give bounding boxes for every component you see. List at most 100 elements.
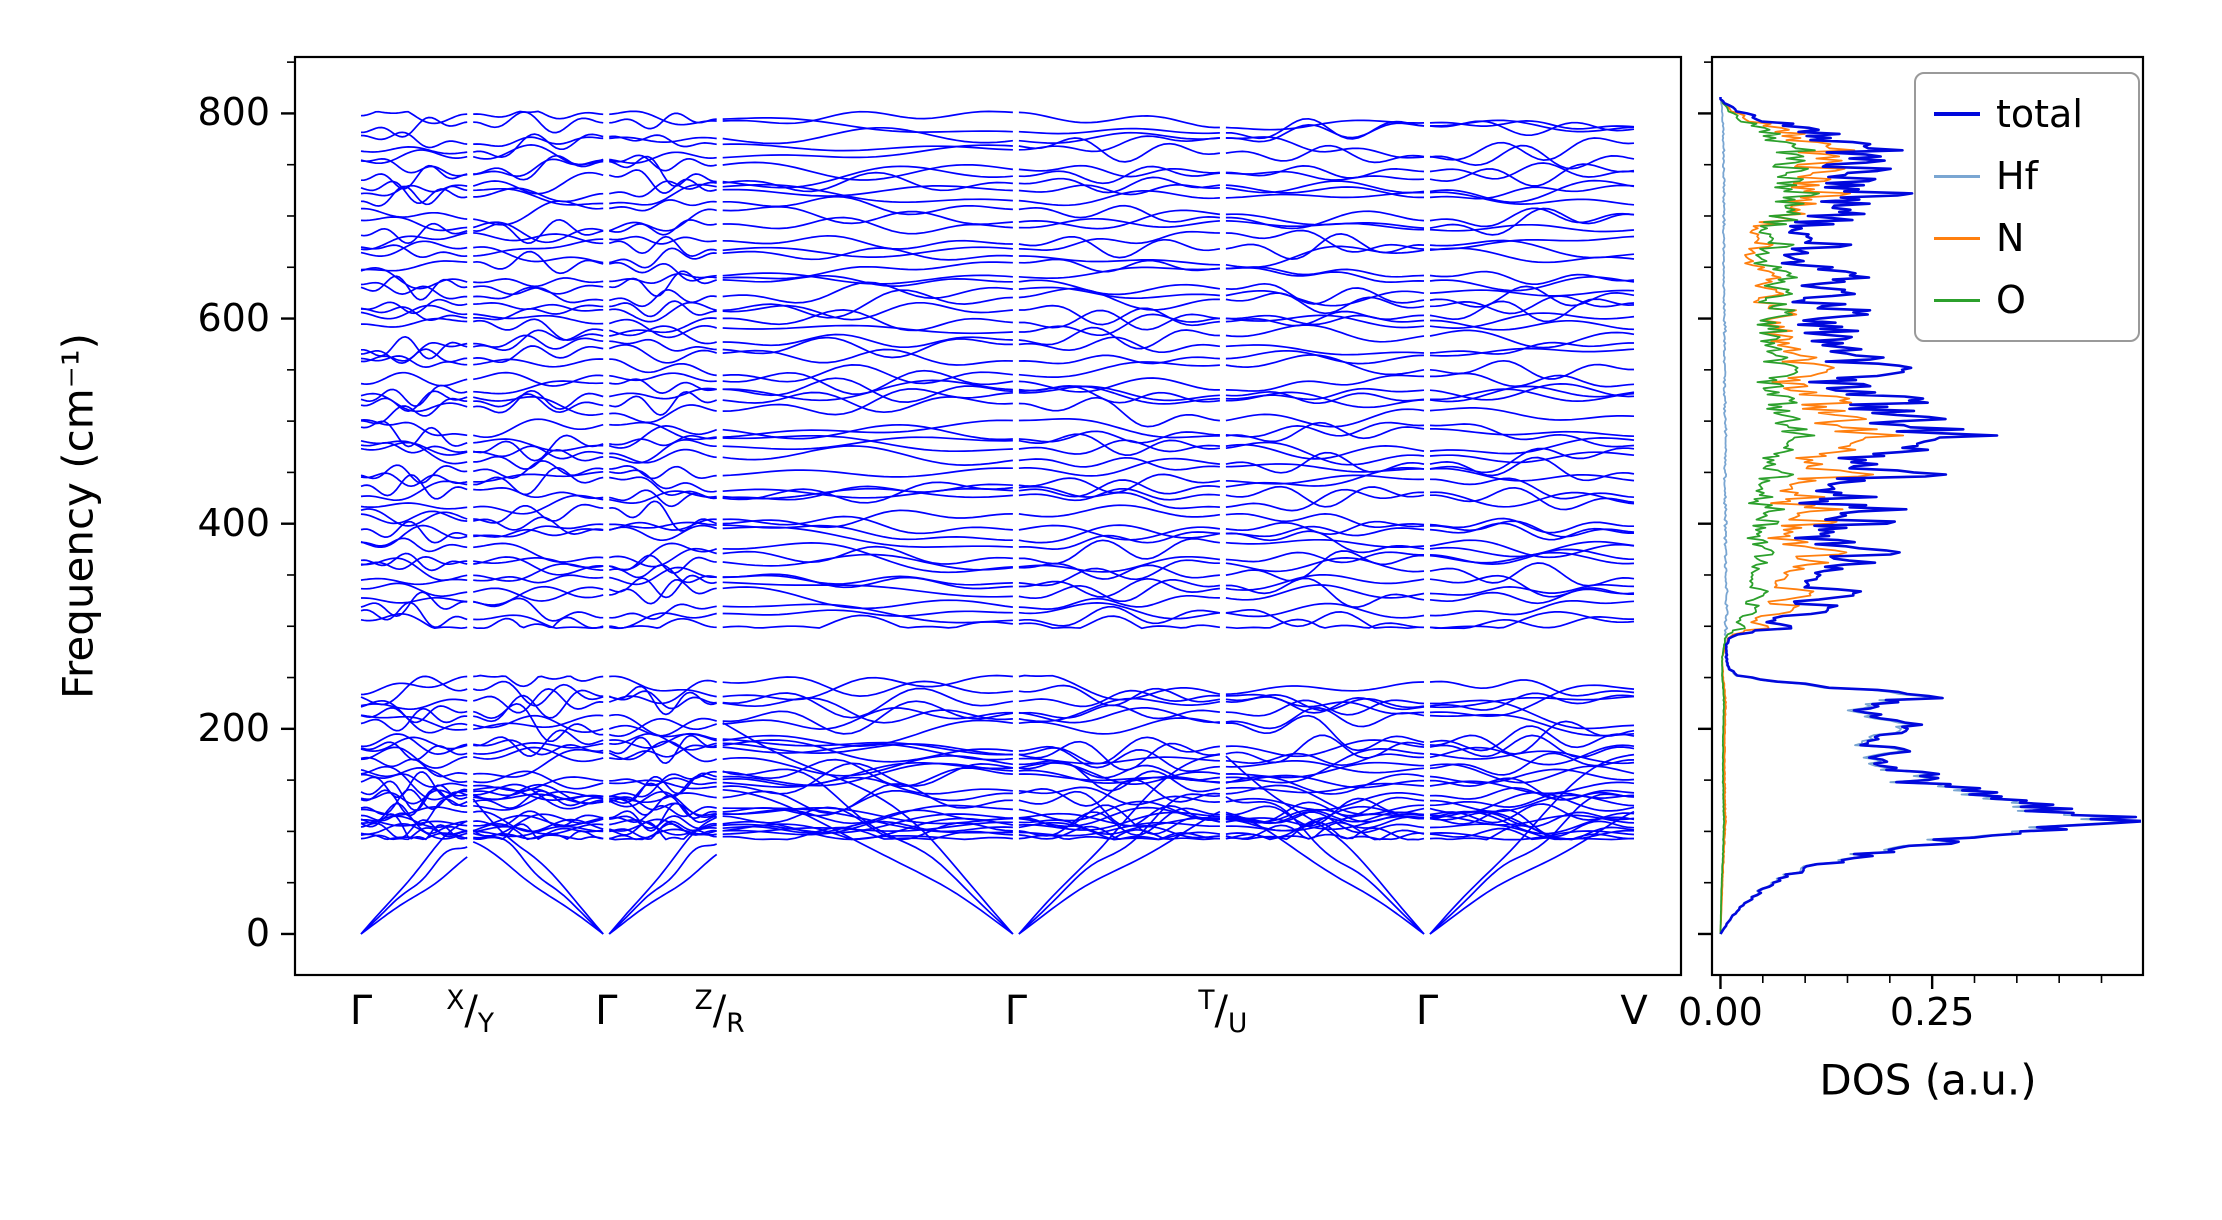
phonon-band-line [1018,377,1220,393]
phonon-band-line [1429,823,1635,841]
phonon-band-line [1225,699,1425,717]
phonon-band-line [1225,760,1425,774]
phonon-band-line [473,689,604,723]
phonon-band-line [473,304,604,321]
phonon-band-line [1018,396,1220,428]
phonon-band-line [360,613,468,630]
phonon-band-line [360,260,468,272]
dos-panel [1719,97,2141,935]
phonon-band-line [1018,456,1220,471]
phonon-band-line [472,680,604,707]
phonon-band-line [361,596,468,604]
phonon-band-line [1429,223,1635,233]
y-tick-label: 200 [197,705,270,750]
phonon-band-line [722,336,1013,359]
phonon-band-line [361,207,468,220]
phonon-band-line [609,796,717,817]
phonon-band-line [722,553,1013,571]
phonon-band-line [608,524,717,542]
phonon-band-line [360,510,468,525]
phonon-band-line [360,281,468,300]
phonon-band-line [609,219,717,236]
phonon-band-line [608,717,717,737]
phonon-band-line [360,820,468,935]
phonon-band-line [1429,239,1635,259]
phonon-band-line [1018,615,1221,630]
phonon-band-line [473,380,604,395]
phonon-band-line [473,238,604,257]
phonon-band-line [722,783,1013,815]
phonon-band-line [722,467,1013,478]
phonon-band-line [609,338,717,352]
phonon-band-line [1225,136,1425,159]
phonon-band-line [1429,451,1635,464]
phonon-band-line [1225,609,1425,630]
phonon-band-line [361,335,468,360]
dos-curve-N [1719,97,1905,935]
phonon-band-line [1225,391,1425,409]
phonon-band-line [1018,537,1221,565]
phonon-band-line [722,161,1014,181]
phonon-band-line [722,419,1013,438]
phonon-band-line [609,690,717,710]
phonon-band-line [1018,707,1220,724]
phonon-band-line [473,783,604,810]
phonon-band-line [360,524,468,549]
phonon-band-line [609,603,717,620]
phonon-band-line [722,808,1013,825]
phonon-band-line [360,216,468,232]
phonon-band-line [1018,810,1221,935]
phonon-band-line [1225,144,1425,164]
phonon-band-line [472,434,604,462]
phonon-band-line [1018,309,1220,331]
phonon-band-line [1429,388,1635,402]
phonon-band-line [473,466,604,496]
phonon-band-line [361,773,468,788]
phonon-band-line [1225,797,1425,827]
phonon-band-line [722,348,1013,366]
phonon-band-line [473,470,604,483]
phonon-band-line [1225,441,1425,466]
phonon-band-line [1225,344,1425,356]
phonon-band-line [608,325,717,345]
phonon-band-line [360,222,468,245]
phonon-band-line [361,164,468,190]
phonon-band-line [1429,312,1635,329]
phonon-band-line [608,734,717,765]
phonon-band-line [473,136,604,148]
phonon-band-line [1429,725,1635,752]
phonon-band-line [1018,745,1220,772]
phonon-band-line [360,232,468,251]
legend-label: total [1996,92,2083,136]
phonon-band-line [1225,119,1425,131]
phonon-band-line [1225,512,1425,529]
phonon-band-line [1018,479,1221,498]
phonon-band-line [722,586,1014,610]
phonon-band-line [722,143,1013,152]
phonon-band-line [722,289,1013,319]
phonon-band-line [1429,810,1635,835]
phonon-band-line [722,216,1013,235]
phonon-band-line [722,687,1014,719]
phonon-band-line [1018,286,1220,300]
phonon-band-line [360,298,468,315]
phonon-band-line [360,705,468,724]
phonon-band-line [1429,520,1635,538]
phonon-band-line [1018,287,1220,311]
phonon-band-line [1429,811,1635,828]
phonon-band-line [609,110,717,126]
phonon-band-line [1225,122,1425,143]
phonon-band-line [1429,456,1635,482]
phonon-band-line [1018,111,1220,129]
phonon-band-line [1429,562,1635,587]
phonon-band-line [608,818,717,836]
phonon-band-line [1225,466,1425,488]
phonon-band-line [472,714,604,733]
phonon-band-line [609,151,717,164]
phonon-band-line [1018,756,1220,765]
phonon-band-line [1429,517,1634,534]
phonon-band-line [1429,184,1635,200]
phonon-band-line [473,674,604,688]
phonon-band-line [722,165,1013,189]
phonon-band-line [609,805,717,823]
